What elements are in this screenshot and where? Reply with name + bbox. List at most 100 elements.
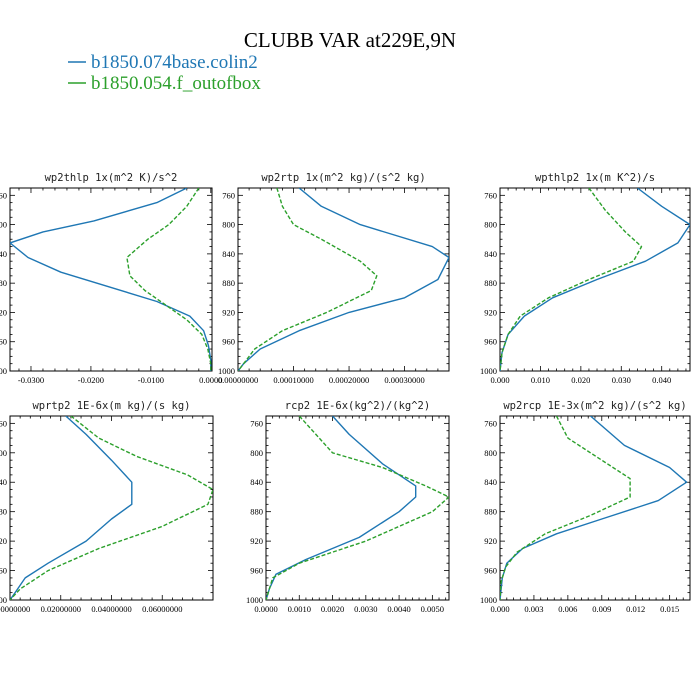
y-tick-label: 880 (0, 507, 7, 517)
x-tick-label: -0.0300 (18, 375, 44, 385)
y-tick-label: 760 (222, 190, 235, 200)
y-tick-label: 880 (222, 278, 235, 288)
y-tick-label: 800 (484, 220, 497, 230)
x-tick-label: 0.0030 (354, 604, 377, 614)
x-tick-label: 0.0040 (387, 604, 410, 614)
x-tick-label: 0.04000000 (91, 604, 131, 614)
panel-title: wp2rtp 1x(m^2 kg)/(s^2 kg) (261, 172, 425, 184)
x-tick-label: 0.012 (626, 604, 645, 614)
plot-frame (237, 187, 450, 372)
x-tick-label: 0.006 (558, 604, 577, 614)
panel-title: wp2thlp 1x(m^2 K)/s^2 (45, 172, 178, 184)
y-tick-label: 880 (250, 507, 263, 517)
series-line-1 (238, 188, 449, 371)
panel-title: rcp2 1E-6x(kg^2)/(kg^2) (285, 400, 430, 412)
x-tick-label: 0.0050 (421, 604, 444, 614)
series-line-1 (10, 416, 133, 600)
y-tick-label: 960 (222, 337, 235, 347)
x-tick-label: 0.000 (490, 375, 509, 385)
y-tick-label: 840 (222, 249, 235, 259)
series-line-2 (10, 416, 213, 600)
y-tick-label: 920 (484, 307, 497, 317)
series-line-2 (266, 416, 449, 600)
y-tick-label: 880 (484, 507, 497, 517)
plot-frame (499, 415, 691, 601)
y-tick-label: 760 (0, 418, 7, 428)
y-tick-label: 920 (0, 307, 7, 317)
x-tick-label: 0.00030000 (384, 375, 424, 385)
y-tick-label: 960 (0, 566, 7, 576)
y-tick-label: 800 (0, 220, 7, 230)
series-line-2 (500, 416, 631, 600)
series-line-1 (500, 416, 688, 600)
series-line-2 (500, 188, 643, 371)
x-tick-label: -0.0200 (78, 375, 104, 385)
y-tick-label: 880 (0, 278, 7, 288)
y-tick-label: 760 (250, 418, 263, 428)
y-tick-label: 960 (484, 337, 497, 347)
x-tick-label: -0.0100 (138, 375, 164, 385)
y-tick-label: 840 (0, 249, 7, 259)
y-tick-label: 920 (484, 536, 497, 546)
x-tick-label: 0.040 (652, 375, 671, 385)
panel-title: wprtp2 1E-6x(m kg)/(s kg) (32, 400, 190, 412)
x-tick-label: 0.02000000 (41, 604, 81, 614)
y-tick-label: 920 (0, 536, 7, 546)
y-tick-label: 760 (0, 190, 7, 200)
y-tick-label: 800 (484, 448, 497, 458)
x-tick-label: 0.009 (592, 604, 611, 614)
series-line-1 (10, 188, 212, 371)
y-tick-label: 1000 (480, 595, 497, 605)
x-tick-label: 0.010 (531, 375, 550, 385)
y-tick-label: 800 (250, 448, 263, 458)
figure-title: CLUBB VAR at229E,9N (244, 28, 456, 52)
y-tick-label: 1000 (480, 366, 497, 376)
series-line-2 (238, 188, 378, 371)
y-tick-label: 1000 (246, 595, 263, 605)
x-tick-label: 0.020 (571, 375, 590, 385)
series-line-2 (126, 188, 212, 371)
plot-frame (9, 187, 213, 372)
x-tick-label: 0.0000 (254, 604, 277, 614)
y-tick-label: 800 (0, 448, 7, 458)
x-tick-label: 0.00020000 (329, 375, 369, 385)
plot-frame (265, 415, 450, 601)
y-tick-label: 1000 (0, 366, 7, 376)
panel-3: wpthlp2 1x(m K^2)/s 760 800 840 880 920 960 100… (480, 172, 691, 385)
y-tick-label: 920 (250, 536, 263, 546)
panel-title: wpthlp2 1x(m K^2)/s (535, 172, 655, 184)
series-line-1 (500, 188, 690, 371)
x-tick-label: 0.0000 (199, 375, 222, 385)
series-line-1 (266, 416, 417, 600)
y-tick-label: 960 (484, 566, 497, 576)
x-tick-label: 0.00000000 (0, 604, 30, 614)
y-tick-label: 840 (0, 477, 7, 487)
y-tick-label: 1000 (0, 595, 7, 605)
y-tick-label: 920 (222, 307, 235, 317)
y-tick-label: 800 (222, 220, 235, 230)
y-tick-label: 840 (484, 477, 497, 487)
x-tick-label: 0.0020 (321, 604, 344, 614)
legend-label-2: b1850.054.f_outofbox (91, 73, 261, 94)
y-tick-label: 880 (484, 278, 497, 288)
legend: b1850.074base.colin2 b1850.054.f_outofbo… (68, 52, 261, 94)
x-tick-label: 0.030 (612, 375, 631, 385)
panel-title: wp2rcp 1E-3x(m^2 kg)/(s^2 kg) (503, 400, 686, 412)
y-tick-label: 760 (484, 190, 497, 200)
panel-4: wprtp2 1E-6x(m kg)/(s kg) 760 800 840 880 920… (0, 400, 214, 614)
y-tick-label: 760 (484, 418, 497, 428)
legend-label-1: b1850.074base.colin2 (91, 52, 258, 73)
x-tick-label: 0.00010000 (273, 375, 313, 385)
y-tick-label: 960 (250, 566, 263, 576)
plot-frame (499, 187, 691, 372)
y-tick-label: 960 (0, 337, 7, 347)
y-tick-label: 840 (250, 477, 263, 487)
panels-group: wp2thlp 1x(m^2 K)/s^2 760 800 840 880 920 960 1… (0, 172, 691, 614)
x-tick-label: 0.003 (524, 604, 543, 614)
x-tick-label: 0.00000000 (218, 375, 258, 385)
panel-1: wp2thlp 1x(m^2 K)/s^2 760 800 840 880 920 960 1… (0, 172, 222, 385)
y-tick-label: 840 (484, 249, 497, 259)
panel-5: rcp2 1E-6x(kg^2)/(kg^2) 760 800 840 880 920 96… (246, 400, 450, 614)
panel-6: wp2rcp 1E-3x(m^2 kg)/(s^2 kg) 760 800 840 88… (480, 400, 691, 614)
